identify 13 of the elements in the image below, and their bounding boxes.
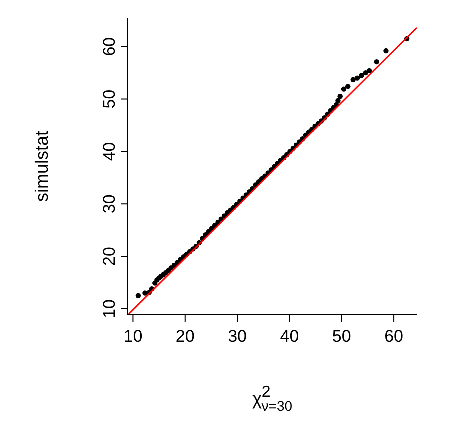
x-tick-label: 30 xyxy=(228,327,248,346)
y-tick-label: 20 xyxy=(100,247,119,266)
y-axis-title: simulstat xyxy=(32,130,52,202)
y-tick-label: 40 xyxy=(100,142,119,162)
x-tick-label: 50 xyxy=(332,327,352,346)
y-tick-label: 60 xyxy=(100,37,119,56)
x-tick-label: 20 xyxy=(176,327,195,346)
y-tick-label: 50 xyxy=(100,90,119,109)
x-tick-label: 60 xyxy=(384,327,404,346)
y-tick-label: 10 xyxy=(100,300,119,318)
x-tick-label: 40 xyxy=(280,327,300,346)
x-tick-label: 10 xyxy=(124,327,143,346)
y-tick-label: 30 xyxy=(100,194,119,214)
